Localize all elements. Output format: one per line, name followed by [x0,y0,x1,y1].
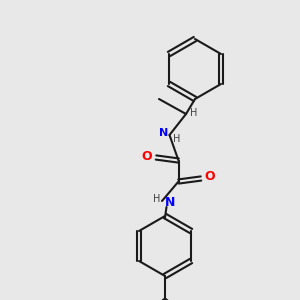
Text: O: O [142,149,152,163]
Text: O: O [205,170,215,184]
Text: N: N [159,128,168,139]
Text: N: N [164,196,175,209]
Text: H: H [153,194,160,205]
Text: H: H [172,134,180,145]
Text: H: H [190,107,197,118]
